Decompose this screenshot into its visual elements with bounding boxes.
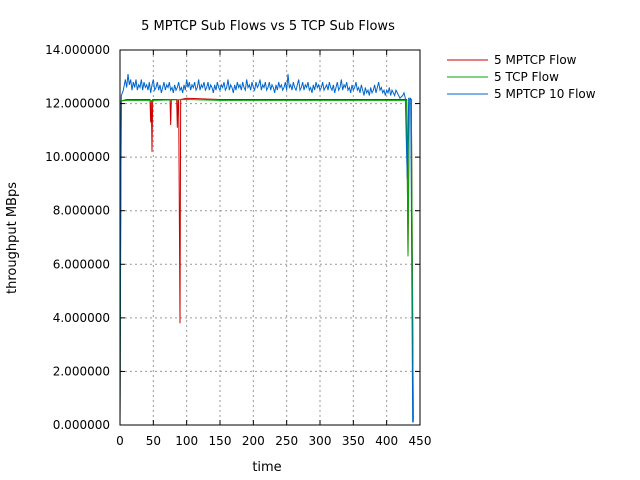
- series-lines: [119, 74, 414, 426]
- y-tick-label: 6.000000: [53, 257, 110, 271]
- axis-ticks: 0 50 100 150 200 250 300 350 400 450 0.000000 2.000…: [45, 43, 431, 448]
- x-tick-label: 350: [342, 434, 365, 448]
- x-tick-label: 0: [116, 434, 124, 448]
- x-tick-label: 250: [275, 434, 298, 448]
- y-tick-label: 10.000000: [45, 150, 110, 164]
- y-tick-label: 4.000000: [53, 311, 110, 325]
- x-tick-label: 50: [146, 434, 161, 448]
- x-tick-label: 100: [175, 434, 198, 448]
- y-tick-label: 8.000000: [53, 204, 110, 218]
- legend-label-3: 5 MPTCP 10 Flow: [494, 87, 596, 101]
- grid-lines: [120, 50, 420, 425]
- legend-label-2: 5 TCP Flow: [494, 70, 559, 84]
- x-tick-label: 300: [309, 434, 332, 448]
- y-tick-label: 2.000000: [53, 364, 110, 378]
- legend-label-1: 5 MPTCP Flow: [494, 53, 577, 67]
- x-tick-label: 200: [242, 434, 265, 448]
- y-tick-label: 12.000000: [45, 97, 110, 111]
- x-tick-label: 150: [209, 434, 232, 448]
- series-line-3: [119, 74, 414, 426]
- y-tick-label: 14.000000: [45, 43, 110, 57]
- series-line-2: [119, 99, 414, 426]
- chart-title: 5 MPTCP Sub Flows vs 5 TCP Sub Flows: [141, 19, 395, 34]
- x-tick-label: 450: [409, 434, 432, 448]
- x-tick-label: 400: [375, 434, 398, 448]
- plot-frame: [119, 49, 421, 426]
- y-axis-label: throughput MBps: [5, 182, 20, 294]
- x-axis-label: time: [252, 460, 281, 475]
- y-tick-label: 0.000000: [53, 418, 110, 432]
- legend: 5 MPTCP Flow 5 TCP Flow 5 MPTCP 10 Flow: [447, 53, 596, 101]
- series-line-1: [119, 97, 414, 426]
